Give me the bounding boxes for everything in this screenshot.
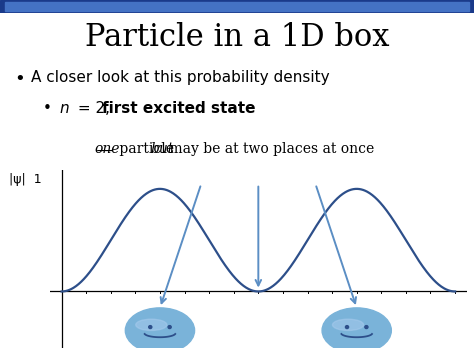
Ellipse shape <box>332 319 364 331</box>
Text: Particle in a 1D box: Particle in a 1D box <box>85 22 389 53</box>
Ellipse shape <box>136 319 167 331</box>
Text: |ψ|  1: |ψ| 1 <box>9 173 42 186</box>
Text: may be at two places at once: may be at two places at once <box>165 142 374 156</box>
Text: first excited state: first excited state <box>102 101 255 116</box>
Text: one: one <box>95 142 120 156</box>
Ellipse shape <box>149 326 152 328</box>
Text: n: n <box>59 101 69 116</box>
Text: = 2,: = 2, <box>73 101 115 116</box>
Ellipse shape <box>365 326 368 328</box>
Text: •: • <box>14 70 25 88</box>
Ellipse shape <box>322 308 392 353</box>
Ellipse shape <box>125 308 195 353</box>
Text: particle: particle <box>115 142 178 156</box>
Text: but: but <box>150 142 173 156</box>
Text: particle will never be found here at the: particle will never be found here at the <box>95 173 376 187</box>
Text: node: node <box>356 173 393 187</box>
Text: •: • <box>43 101 52 116</box>
Ellipse shape <box>168 326 171 328</box>
Ellipse shape <box>346 326 348 328</box>
Bar <box>5 2 469 11</box>
Text: A closer look at this probability density: A closer look at this probability densit… <box>31 70 329 85</box>
